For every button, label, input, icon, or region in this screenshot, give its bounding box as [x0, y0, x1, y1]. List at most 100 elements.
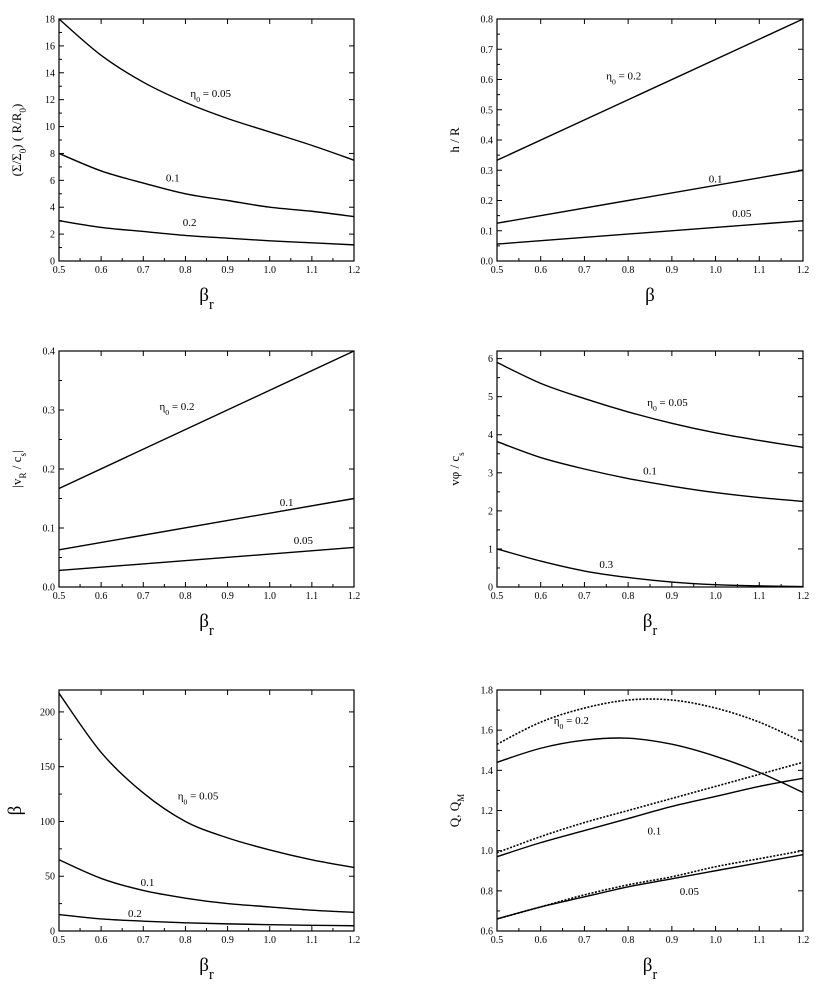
y-tick-label: 4 — [488, 430, 493, 441]
y-tick-label: 16 — [45, 41, 55, 52]
x-tick-label: 1.2 — [797, 935, 810, 946]
curve-label: 0.05 — [294, 535, 314, 547]
series-line-3 — [496, 777, 804, 858]
series-line-1 — [58, 350, 355, 490]
x-axis-label: βr — [199, 611, 214, 639]
curve-label: η0 = 0.05 — [190, 88, 231, 104]
plot-frame — [58, 18, 355, 262]
series-line-2 — [496, 698, 804, 745]
series-line-3 — [58, 219, 355, 246]
series-line-1 — [58, 18, 355, 161]
x-tick-label: 1.2 — [797, 591, 810, 602]
y-tick-label: 5 — [488, 392, 493, 403]
y-tick-label: 0.8 — [481, 15, 494, 26]
x-tick-label: 0.8 — [622, 265, 635, 276]
x-tick-label: 0.7 — [578, 935, 591, 946]
x-tick-label: 1.1 — [306, 591, 319, 602]
x-tick-label: 1.1 — [753, 935, 766, 946]
y-tick-label: 0.8 — [481, 886, 494, 897]
x-tick-label: 0.5 — [53, 591, 66, 602]
curve-label: 0.2 — [128, 908, 142, 920]
x-tick-label: 0.7 — [578, 265, 591, 276]
x-tick-label: 0.5 — [53, 935, 66, 946]
curve-label: 0.1 — [166, 173, 180, 185]
x-tick-label: 1.2 — [348, 935, 361, 946]
x-tick-label: 0.9 — [666, 591, 679, 602]
y-axis-label: h / R — [447, 127, 462, 153]
y-tick-label: 1.2 — [481, 806, 494, 817]
x-tick-label: 1.0 — [263, 591, 276, 602]
chart-panel-1: 0.5 0.6 0.7 0.8 0.9 1.0 1.1 1.2 0 2 4 6 8 10 12 14 16 18 η… — [9, 15, 360, 314]
y-tick-label: 150 — [40, 762, 55, 773]
x-tick-label: 0.6 — [534, 591, 547, 602]
y-tick-label: 0.5 — [481, 105, 494, 116]
x-tick-label: 0.8 — [622, 591, 635, 602]
x-tick-label: 0.6 — [95, 935, 108, 946]
x-axis-label: β — [645, 285, 655, 306]
x-tick-label: 0.9 — [221, 265, 234, 276]
x-tick-label: 0.6 — [534, 935, 547, 946]
series-line-6 — [496, 849, 804, 920]
y-tick-label: 0.4 — [481, 136, 494, 147]
x-tick-label: 0.9 — [666, 935, 679, 946]
series-line-5 — [496, 853, 804, 920]
y-tick-label: 1.6 — [481, 726, 494, 737]
y-tick-label: 10 — [45, 122, 55, 133]
y-tick-label: 1.4 — [481, 766, 494, 777]
x-axis-label: βr — [199, 955, 214, 983]
y-tick-label: 0.6 — [481, 75, 494, 86]
series-line-2 — [58, 859, 355, 914]
y-axis-label: Q, QM — [447, 794, 466, 827]
curve-label: η0 = 0.2 — [159, 401, 194, 417]
series-line-3 — [58, 913, 355, 927]
y-tick-label: 0.2 — [481, 196, 494, 207]
y-tick-label: 0 — [50, 927, 55, 938]
y-tick-label: 6 — [488, 354, 493, 365]
y-tick-label: 1 — [488, 544, 493, 555]
y-tick-label: 1.0 — [481, 846, 494, 857]
x-tick-label: 0.5 — [491, 591, 504, 602]
curve-label: 0.1 — [647, 826, 661, 838]
x-tick-label: 0.9 — [666, 265, 679, 276]
y-axis-label: β — [5, 806, 26, 816]
y-tick-label: 0.1 — [43, 524, 56, 535]
x-tick-label: 0.7 — [578, 591, 591, 602]
series-line-2 — [496, 169, 804, 224]
y-tick-label: 200 — [40, 707, 55, 718]
curve-label: 0.05 — [732, 208, 752, 220]
y-tick-label: 0.3 — [43, 406, 56, 417]
curve-label: η0 = 0.05 — [178, 791, 219, 807]
x-tick-label: 1.0 — [263, 265, 276, 276]
y-axis-label: |vR / cs| — [9, 450, 28, 487]
chart-panel-5: 0.5 0.6 0.7 0.8 0.9 1.0 1.1 1.2 0 50 100 150 200 η0 =… — [5, 689, 361, 983]
series-line-2 — [58, 152, 355, 218]
curve-label: 0.2 — [183, 217, 197, 229]
x-axis-label: βr — [199, 285, 214, 313]
y-tick-label: 0.1 — [481, 226, 494, 237]
plot-frame — [58, 689, 355, 932]
curve-label: 0.05 — [680, 886, 700, 898]
x-tick-label: 0.7 — [137, 935, 150, 946]
curve-label: η0 = 0.2 — [554, 715, 589, 731]
series-line-1 — [496, 737, 804, 794]
y-tick-label: 3 — [488, 468, 493, 479]
y-tick-label: 14 — [45, 68, 55, 79]
x-tick-label: 0.9 — [221, 935, 234, 946]
x-tick-label: 1.0 — [263, 935, 276, 946]
y-tick-label: 100 — [40, 817, 55, 828]
curve-label: 0.1 — [709, 173, 723, 185]
series-line-3 — [496, 548, 804, 588]
y-tick-label: 0.3 — [481, 166, 494, 177]
series-line-2 — [496, 440, 804, 503]
y-tick-label: 2 — [50, 230, 55, 241]
curve-label: η0 = 0.05 — [647, 397, 688, 413]
series-line-4 — [496, 761, 804, 854]
x-tick-label: 0.8 — [179, 591, 192, 602]
y-tick-label: 0.2 — [43, 465, 56, 476]
x-tick-label: 0.8 — [179, 265, 192, 276]
y-tick-label: 2 — [488, 506, 493, 517]
series-line-3 — [58, 546, 355, 572]
x-tick-label: 0.6 — [95, 265, 108, 276]
chart-panel-6: 0.5 0.6 0.7 0.8 0.9 1.0 1.1 1.20.60.81.01.21.41… — [447, 686, 809, 984]
